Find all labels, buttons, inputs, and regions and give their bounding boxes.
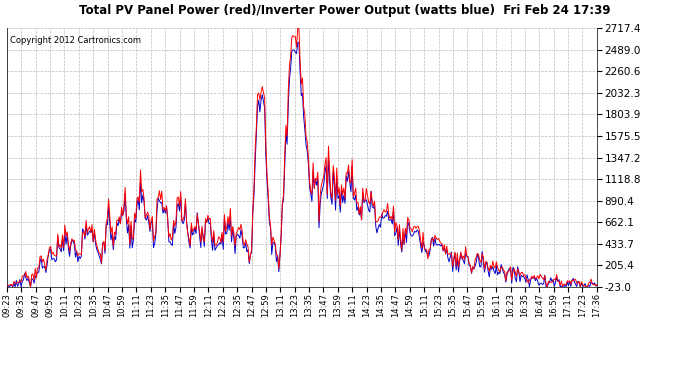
Text: Total PV Panel Power (red)/Inverter Power Output (watts blue)  Fri Feb 24 17:39: Total PV Panel Power (red)/Inverter Powe… (79, 4, 611, 17)
Text: Copyright 2012 Cartronics.com: Copyright 2012 Cartronics.com (10, 36, 141, 45)
